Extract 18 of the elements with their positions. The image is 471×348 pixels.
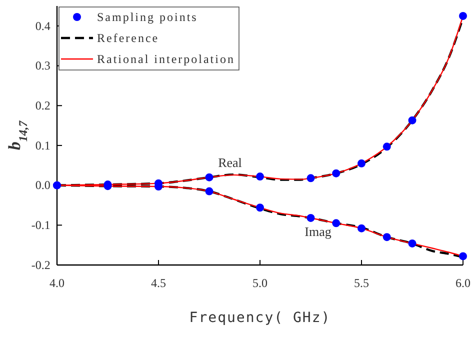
legend-label: Sampling points [97,10,198,24]
y-tick-label: -0.1 [31,218,50,232]
legend-label: Rational interpolation [97,52,235,66]
x-tick-label: 5.5 [354,276,369,290]
x-axis-title: Frequency( GHz) [189,310,331,326]
x-tick-label: 4.5 [151,276,166,290]
legend-label: Reference [97,31,160,45]
y-tick-label: 0.4 [35,18,50,33]
annotation: Imag [304,224,332,239]
y-tick-label: 0.0 [35,178,50,192]
x-tick-label: 5.0 [252,276,268,290]
annotation: Real [218,155,242,170]
y-tick-label: -0.2 [31,258,50,272]
y-tick-label: 0.3 [35,58,50,73]
y-tick-label: 0.1 [35,138,50,152]
x-tick-label: 6.0 [456,276,470,290]
x-tick-label: 4.0 [50,276,64,290]
y-tick-label: 0.2 [35,98,50,112]
